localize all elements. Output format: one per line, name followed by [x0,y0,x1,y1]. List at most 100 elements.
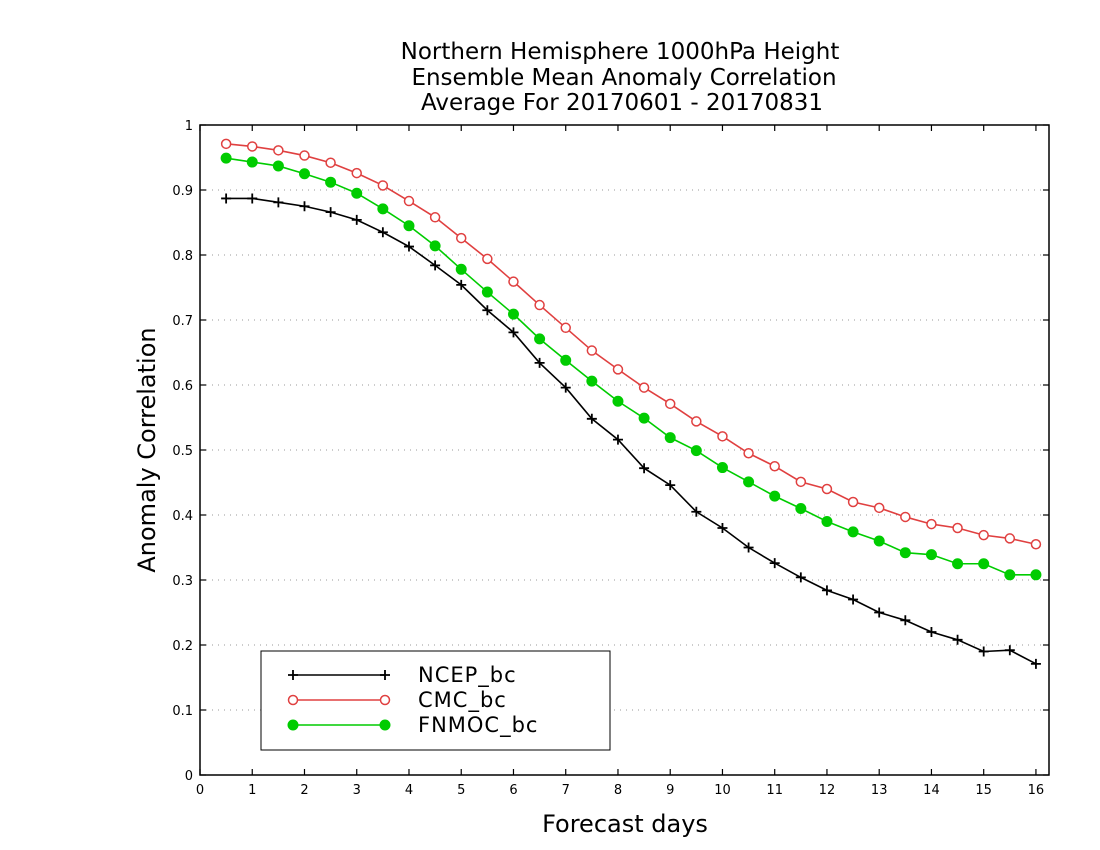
x-tick-label: 4 [405,783,413,798]
chart-title-line-3: Average For 20170601 - 20170831 [421,90,823,116]
x-tick-label: 0 [196,783,204,798]
data-point-CMC_bc [299,150,310,161]
data-point-CMC_bc [638,382,650,393]
data-point-FNMOC_bc [638,412,650,424]
data-point-FNMOC_bc [978,558,990,570]
data-point-FNMOC_bc [1030,569,1042,581]
data-point-NCEP_bc [456,279,467,290]
data-point-CMC_bc [978,529,989,541]
x-tick-label: 2 [300,783,308,798]
data-point-NCEP_bc [247,193,258,204]
data-point-CMC_bc [455,232,467,244]
data-point-FNMOC_bc [481,286,493,298]
data-point-CMC_bc [1004,533,1016,544]
x-tick-label: 14 [923,783,940,798]
data-point-CMC_bc [508,276,519,287]
data-point-FNMOC_bc [455,263,467,275]
data-point-CMC_bc [769,461,780,472]
data-point-CMC_bc [377,180,389,191]
x-axis-label: Forecast days [542,810,708,838]
data-point-FNMOC_bc [507,308,519,320]
x-tick-label: 8 [614,783,622,798]
data-point-FNMOC_bc [377,203,389,215]
data-point-FNMOC_bc [272,160,284,172]
data-point-NCEP_bc [403,241,414,252]
data-point-CMC_bc [900,511,911,523]
data-point-FNMOC_bc [925,549,937,561]
data-point-NCEP_bc [508,327,519,338]
series-CMC_bc [220,138,1042,550]
y-tick-label: 0.1 [172,704,193,719]
data-point-NCEP_bc [1004,645,1015,656]
y-tick-label: 0.5 [172,444,193,459]
data-point-FNMOC_bc [298,168,310,180]
data-point-CMC_bc [586,345,598,356]
chart-title-line-1: Northern Hemisphere 1000hPa Height [401,39,840,65]
data-point-NCEP_bc [1030,658,1041,669]
data-point-NCEP_bc [612,434,623,445]
legend-marker [287,694,299,706]
data-point-CMC_bc [325,157,336,168]
data-point-CMC_bc [429,212,441,223]
data-point-FNMOC_bc [220,152,232,164]
series-line-FNMOC_bc [226,157,1036,576]
data-point-NCEP_bc [534,357,545,368]
grid-lines [200,189,1049,711]
data-point-FNMOC_bc [690,445,702,457]
data-point-CMC_bc [534,299,545,311]
y-tick-label: 0.2 [172,639,193,654]
x-tick-label: 15 [975,783,992,798]
data-point-FNMOC_bc [769,490,781,502]
data-point-CMC_bc [220,138,232,150]
data-point-NCEP_bc [717,523,728,533]
data-point-NCEP_bc [821,585,832,596]
legend-entry-NCEP_bc: NCEP_bc [288,663,516,688]
data-point-CMC_bc [560,322,571,334]
x-tick-label: 6 [509,783,517,798]
legend-marker [287,719,299,731]
legend-marker [379,719,391,731]
legend-entry-FNMOC_bc: FNMOC_bc [287,713,538,738]
data-point-CMC_bc [1030,539,1042,550]
data-point-NCEP_bc [769,558,780,569]
data-point-CMC_bc [926,518,937,530]
data-point-FNMOC_bc [821,516,833,527]
series-layer [220,138,1042,669]
data-point-NCEP_bc [639,463,650,474]
data-point-FNMOC_bc [351,187,363,199]
series-line-NCEP_bc [226,197,1037,665]
data-point-CMC_bc [664,398,676,410]
data-point-NCEP_bc [377,227,388,238]
y-axis-label: Anomaly Correlation [133,327,161,572]
x-tick-label: 11 [766,783,783,798]
data-point-FNMOC_bc [612,395,624,407]
series-line-CMC_bc [226,143,1037,546]
data-point-NCEP_bc [273,197,284,208]
x-tick-label: 1 [248,783,256,798]
data-point-NCEP_bc [926,627,937,637]
data-point-CMC_bc [482,253,493,265]
data-point-NCEP_bc [665,480,676,491]
legend-marker [379,694,391,706]
data-point-CMC_bc [952,522,963,534]
data-point-CMC_bc [873,502,885,514]
data-point-FNMOC_bc [743,476,755,488]
data-point-FNMOC_bc [403,220,415,232]
x-tick-label: 7 [562,783,570,798]
data-point-CMC_bc [691,416,702,427]
data-point-FNMOC_bc [586,375,598,387]
legend-label: FNMOC_bc [418,713,538,738]
legend-box [260,650,611,751]
data-point-CMC_bc [717,431,728,442]
data-point-NCEP_bc [351,214,362,225]
x-tick-label: 16 [1028,783,1045,798]
data-point-FNMOC_bc [716,462,728,474]
data-point-FNMOC_bc [560,354,572,366]
legend-label: CMC_bc [418,688,507,713]
data-point-NCEP_bc [848,594,859,605]
data-point-NCEP_bc [299,201,310,212]
data-point-NCEP_bc [430,260,441,271]
y-tick-label: 0.6 [172,379,193,394]
